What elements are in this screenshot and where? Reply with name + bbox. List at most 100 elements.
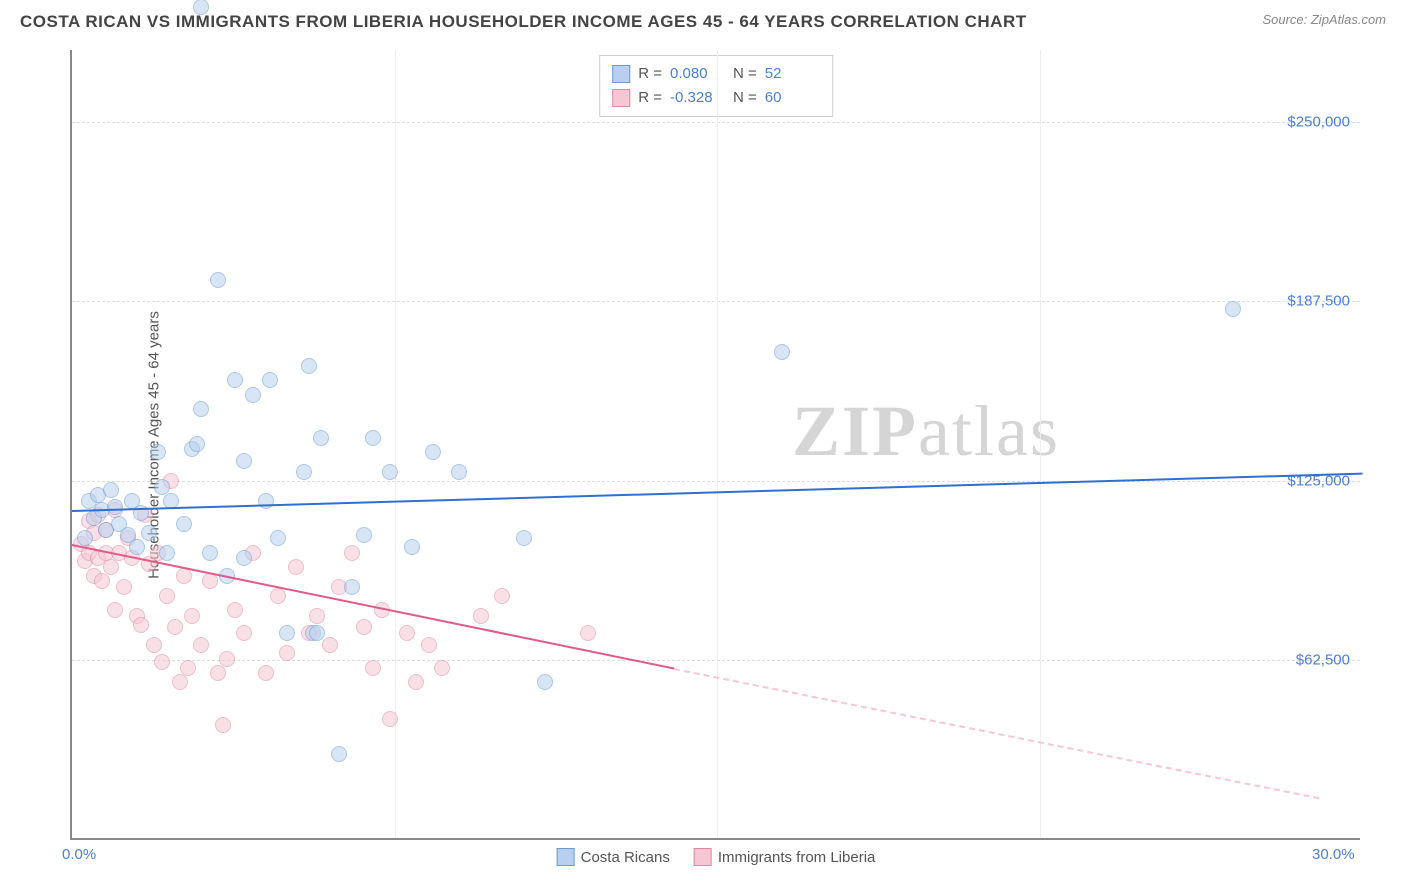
scatter-point-series-b	[365, 660, 381, 676]
scatter-point-series-a	[245, 387, 261, 403]
scatter-point-series-a	[382, 464, 398, 480]
x-tick-label: 30.0%	[1312, 846, 1355, 863]
series-b-name: Immigrants from Liberia	[718, 849, 876, 866]
swatch-series-a	[612, 65, 630, 83]
scatter-point-series-a	[141, 525, 157, 541]
scatter-point-series-b	[279, 645, 295, 661]
scatter-point-series-a	[227, 372, 243, 388]
scatter-point-series-b	[193, 637, 209, 653]
scatter-point-series-b	[103, 559, 119, 575]
scatter-point-series-a	[296, 464, 312, 480]
scatter-point-series-b	[399, 625, 415, 641]
legend-item-a: Costa Ricans	[557, 848, 670, 866]
scatter-point-series-b	[116, 579, 132, 595]
scatter-point-series-b	[270, 588, 286, 604]
scatter-point-series-b	[159, 588, 175, 604]
series-legend: Costa Ricans Immigrants from Liberia	[557, 848, 876, 866]
scatter-point-series-a	[356, 527, 372, 543]
watermark: ZIPatlas	[792, 390, 1060, 473]
scatter-point-series-a	[1225, 301, 1241, 317]
swatch-series-a	[557, 848, 575, 866]
scatter-point-series-b	[494, 588, 510, 604]
scatter-point-series-b	[94, 573, 110, 589]
grid-line-horizontal	[72, 301, 1360, 302]
scatter-point-series-b	[382, 711, 398, 727]
scatter-point-series-b	[172, 674, 188, 690]
scatter-point-series-a	[154, 479, 170, 495]
scatter-point-series-a	[270, 530, 286, 546]
legend-item-b: Immigrants from Liberia	[694, 848, 876, 866]
correlation-row-a: R = 0.080 N = 52	[612, 62, 820, 86]
source-label: Source: ZipAtlas.com	[1262, 12, 1386, 27]
grid-line-vertical	[1040, 50, 1041, 838]
scatter-point-series-b	[421, 637, 437, 653]
n-value-a: 52	[765, 62, 820, 86]
scatter-point-series-a	[176, 516, 192, 532]
scatter-point-series-b	[219, 651, 235, 667]
scatter-point-series-b	[288, 559, 304, 575]
chart-container: Householder Income Ages 45 - 64 years ZI…	[50, 50, 1380, 840]
grid-line-vertical	[717, 50, 718, 838]
scatter-point-series-b	[258, 665, 274, 681]
scatter-point-series-a	[159, 545, 175, 561]
grid-line-horizontal	[72, 122, 1360, 123]
scatter-point-series-b	[236, 625, 252, 641]
x-tick-label: 0.0%	[62, 846, 96, 863]
plot-area: ZIPatlas R = 0.080 N = 52 R = -0.328 N =…	[70, 50, 1360, 840]
scatter-point-series-a	[331, 746, 347, 762]
scatter-point-series-a	[107, 499, 123, 515]
trend-line	[72, 544, 674, 669]
scatter-point-series-a	[202, 545, 218, 561]
scatter-point-series-a	[309, 625, 325, 641]
scatter-point-series-a	[537, 674, 553, 690]
scatter-point-series-a	[262, 372, 278, 388]
scatter-point-series-a	[77, 530, 93, 546]
scatter-point-series-a	[451, 464, 467, 480]
scatter-point-series-b	[146, 637, 162, 653]
watermark-bold: ZIP	[792, 391, 918, 471]
scatter-point-series-b	[180, 660, 196, 676]
swatch-series-b	[694, 848, 712, 866]
scatter-point-series-a	[193, 401, 209, 417]
n-label: N =	[733, 62, 757, 86]
scatter-point-series-a	[210, 272, 226, 288]
scatter-point-series-b	[580, 625, 596, 641]
trend-line-dashed	[674, 668, 1319, 799]
n-value-b: 60	[765, 86, 820, 110]
scatter-point-series-a	[774, 344, 790, 360]
scatter-point-series-b	[202, 573, 218, 589]
scatter-point-series-b	[227, 602, 243, 618]
scatter-point-series-a	[344, 579, 360, 595]
y-tick-label: $250,000	[1287, 113, 1350, 130]
scatter-point-series-b	[210, 665, 226, 681]
scatter-point-series-a	[313, 430, 329, 446]
scatter-point-series-b	[309, 608, 325, 624]
scatter-point-series-a	[236, 550, 252, 566]
scatter-point-series-a	[150, 444, 166, 460]
scatter-point-series-b	[167, 619, 183, 635]
scatter-point-series-a	[258, 493, 274, 509]
scatter-point-series-b	[215, 717, 231, 733]
scatter-point-series-b	[133, 617, 149, 633]
r-label: R =	[638, 86, 662, 110]
chart-title: COSTA RICAN VS IMMIGRANTS FROM LIBERIA H…	[20, 12, 1027, 32]
scatter-point-series-a	[189, 436, 205, 452]
swatch-series-b	[612, 89, 630, 107]
n-label: N =	[733, 86, 757, 110]
scatter-point-series-b	[356, 619, 372, 635]
y-tick-label: $62,500	[1296, 652, 1350, 669]
scatter-point-series-a	[425, 444, 441, 460]
scatter-point-series-a	[129, 539, 145, 555]
scatter-point-series-b	[434, 660, 450, 676]
scatter-point-series-b	[154, 654, 170, 670]
scatter-point-series-b	[184, 608, 200, 624]
scatter-point-series-a	[103, 482, 119, 498]
scatter-point-series-b	[408, 674, 424, 690]
grid-line-horizontal	[72, 481, 1360, 482]
series-a-name: Costa Ricans	[581, 849, 670, 866]
correlation-row-b: R = -0.328 N = 60	[612, 86, 820, 110]
r-label: R =	[638, 62, 662, 86]
grid-line-horizontal	[72, 660, 1360, 661]
correlation-legend: R = 0.080 N = 52 R = -0.328 N = 60	[599, 55, 833, 117]
scatter-point-series-a	[236, 453, 252, 469]
